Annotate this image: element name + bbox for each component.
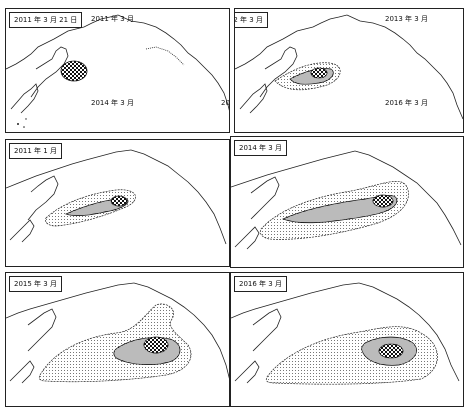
asia-coastline [6,14,119,70]
japan-coast [10,83,39,114]
north-america-coast [117,14,229,111]
pacific-map [6,282,229,384]
cropped-header-strip [0,0,468,7]
map-panel-2015-03: 2015 年 3 月 [5,272,230,407]
panel-date-label: 2012 年 3 月 [235,12,268,28]
year-annotation: 2016 年 3 月 [385,99,428,107]
pacific-map [6,14,229,128]
year-annotation: 2011 年 3 月 [91,15,134,23]
panel-date-label: 2011 年 3 月 21 日 [9,12,83,28]
panel-date-label: 2015 年 3 月 [9,276,62,292]
pacific-map [231,150,462,250]
year-annotation: 2014 年 3 月 [91,99,134,107]
pacific-map [235,14,463,120]
pacific-map [231,282,460,385]
pacific-map [6,149,227,245]
panel-date-label: 2016 年 3 月 [234,276,287,292]
map-panel-2011-01: 2011 年 1 月 [5,139,230,267]
map-panel-2016-03: 2016 年 3 月 [230,272,464,407]
map-panel-2014-03: 2014 年 3 月 [230,136,464,268]
year-annotation: 2013 年 3 月 [221,99,230,107]
panel-date-label: 2014 年 3 月 [234,140,287,156]
year-annotation: 2013 年 3 月 [385,15,428,23]
map-panel-2012-03: 2012 年 3 月 2013 年 3 月 2016 年 3 月 [234,8,464,133]
panel-date-label: 2011 年 1 月 [9,143,62,159]
map-panel-2011-03-21: 2011 年 3 月 21 日 2011 年 3 月 2014 年 3 月 20… [5,8,230,133]
